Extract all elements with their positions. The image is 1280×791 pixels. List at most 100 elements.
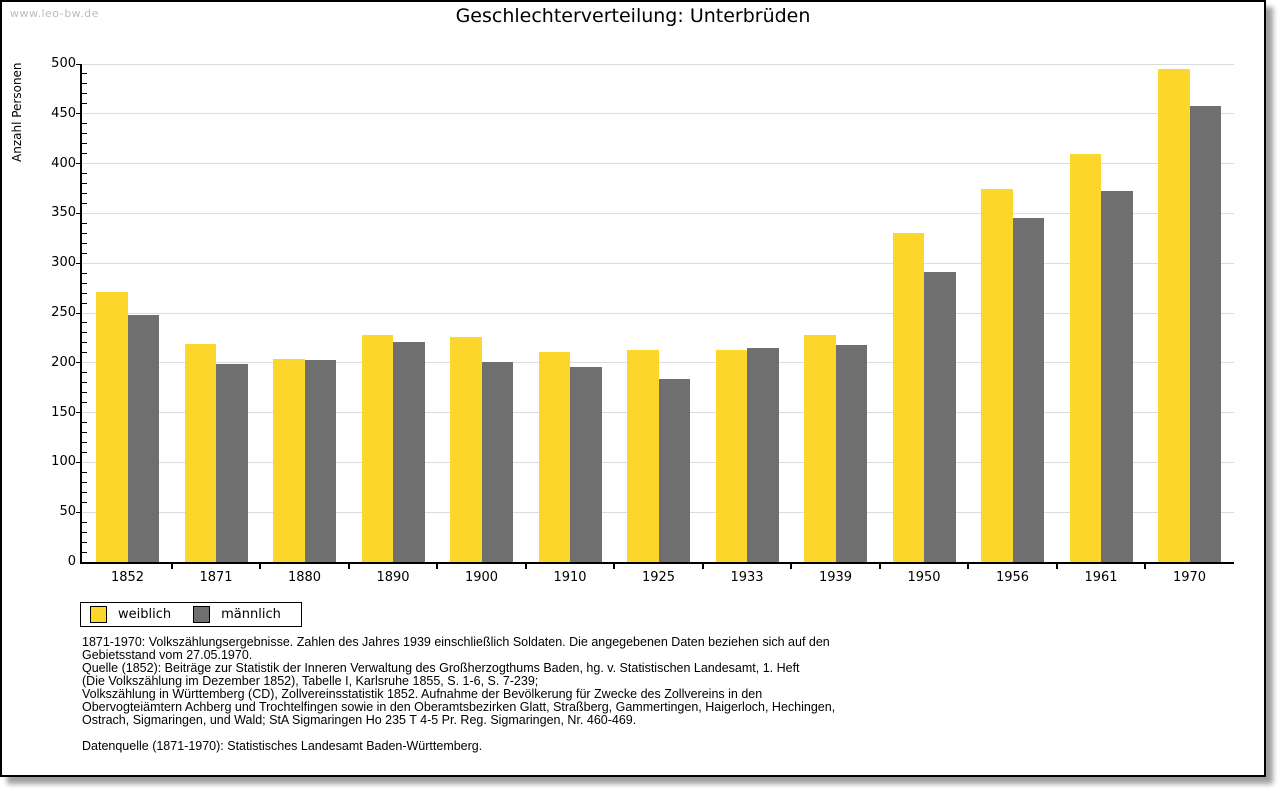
y-minor-tick <box>82 342 87 344</box>
y-major-tick <box>76 212 82 214</box>
bar-maennlich-1950 <box>924 272 956 562</box>
legend-item: männlich <box>193 606 281 623</box>
y-minor-tick <box>82 402 87 404</box>
y-minor-tick <box>82 501 87 503</box>
footnote-line: 1871-1970: Volkszählungsergebnisse. Zahl… <box>82 635 830 649</box>
y-major-tick <box>76 511 82 513</box>
x-tick-label: 1900 <box>464 570 499 585</box>
x-tick-label: 1852 <box>110 570 145 585</box>
y-minor-tick <box>82 143 87 145</box>
bar-weiblich-1910 <box>538 351 570 562</box>
footnote-line: Obervogteiämtern Achberg und Trochtelfin… <box>82 700 836 714</box>
footnote-line: Volkszählung in Württemberg (CD), Zollve… <box>82 687 763 701</box>
y-major-tick <box>76 113 82 115</box>
footnote-line: Datenquelle (1871-1970): Statistisches L… <box>82 739 483 753</box>
y-minor-tick <box>82 192 87 194</box>
y-minor-tick <box>82 352 87 354</box>
y-gridline <box>82 163 1234 165</box>
y-minor-tick <box>82 471 87 473</box>
x-tick-label: 1939 <box>818 570 853 585</box>
x-boundary-tick <box>790 564 793 569</box>
y-minor-tick <box>82 292 87 294</box>
y-tick-label: 500 <box>51 56 76 71</box>
bar-maennlich-1871 <box>216 363 248 562</box>
bar-weiblich-1890 <box>361 334 393 562</box>
bar-maennlich-1910 <box>570 366 602 562</box>
footnote-line: Ostrach, Sigmaringen, und Wald; StA Sigm… <box>82 713 637 727</box>
x-tick-label: 1970 <box>1172 570 1207 585</box>
bar-weiblich-1956 <box>981 188 1013 562</box>
bar-weiblich-1933 <box>715 349 747 562</box>
y-minor-tick <box>82 432 87 434</box>
bar-maennlich-1890 <box>393 341 425 562</box>
chart-panel: www.leo-bw.de Geschlechterverteilung: Un… <box>0 0 1266 777</box>
y-gridline <box>82 262 1234 264</box>
y-minor-tick <box>82 521 87 523</box>
legend-swatch-icon <box>193 606 211 623</box>
y-minor-tick <box>82 232 87 234</box>
y-minor-tick <box>82 422 87 424</box>
bar-weiblich-1961 <box>1069 153 1101 562</box>
bar-maennlich-1956 <box>1012 218 1044 562</box>
y-gridline <box>82 113 1234 115</box>
bar-weiblich-1900 <box>450 336 482 562</box>
bar-maennlich-1852 <box>127 314 159 562</box>
bar-maennlich-1933 <box>747 347 779 562</box>
bar-weiblich-1871 <box>184 343 216 562</box>
x-tick-label: 1925 <box>641 570 676 585</box>
y-minor-tick <box>82 531 87 533</box>
y-tick-label: 150 <box>51 404 76 420</box>
footnote-line: (Die Volkszählung im Dezember 1852), Tab… <box>82 674 539 688</box>
plot-area: 0 50 100 150 200 250 300 350 400 450 500 1852 1871 18… <box>51 57 1234 585</box>
y-major-tick <box>76 163 82 165</box>
y-tick-label: 0 <box>67 554 76 569</box>
y-tick-label: 450 <box>51 105 76 121</box>
x-tick-label: 1950 <box>907 570 941 585</box>
y-minor-tick <box>82 173 87 175</box>
x-tick-label: 1871 <box>199 570 233 585</box>
x-boundary-tick <box>701 564 704 569</box>
y-major-tick <box>76 63 82 65</box>
x-axis-line <box>80 562 1234 564</box>
x-tick-label: 1880 <box>287 570 322 585</box>
y-minor-tick <box>82 481 87 483</box>
y-minor-tick <box>82 382 87 384</box>
x-boundary-tick <box>613 564 616 569</box>
y-minor-tick <box>82 392 87 394</box>
y-minor-tick <box>82 282 87 284</box>
x-boundary-tick <box>259 564 262 569</box>
y-tick-label: 250 <box>51 305 76 320</box>
bar-maennlich-1961 <box>1101 191 1133 562</box>
y-gridline <box>82 63 1234 65</box>
y-minor-tick <box>82 222 87 224</box>
page-title: Geschlechterverteilung: Unterbrüden <box>455 5 811 27</box>
bar-weiblich-1939 <box>804 334 836 562</box>
y-minor-tick <box>82 73 87 75</box>
y-major-tick <box>76 312 82 314</box>
bar-weiblich-1970 <box>1158 68 1190 562</box>
y-minor-tick <box>82 133 87 135</box>
legend-swatch-icon <box>90 606 107 623</box>
y-major-tick <box>76 461 82 463</box>
y-minor-tick <box>82 202 87 204</box>
footnote-line: Quelle (1852): Beiträge zur Statistik de… <box>82 661 800 675</box>
bar-weiblich-1880 <box>273 358 305 562</box>
bar-weiblich-1950 <box>892 233 924 562</box>
x-tick-label: 1890 <box>376 570 410 585</box>
y-minor-tick <box>82 272 87 274</box>
y-axis-title: Anzahl Personen <box>10 62 24 162</box>
x-boundary-tick <box>1055 564 1058 569</box>
legend-label: weiblich <box>118 607 172 622</box>
y-minor-tick <box>82 332 87 334</box>
bar-weiblich-1925 <box>627 349 659 562</box>
x-boundary-tick <box>878 564 881 569</box>
y-minor-tick <box>82 551 87 553</box>
x-boundary-tick <box>436 564 439 569</box>
x-boundary-tick <box>1144 564 1147 569</box>
legend-box: weiblich männlich <box>80 602 302 627</box>
y-minor-tick <box>82 451 87 453</box>
x-tick-label: 1961 <box>1084 570 1118 585</box>
y-gridline <box>82 212 1234 214</box>
y-gridline <box>82 312 1234 314</box>
y-major-tick <box>76 262 82 264</box>
